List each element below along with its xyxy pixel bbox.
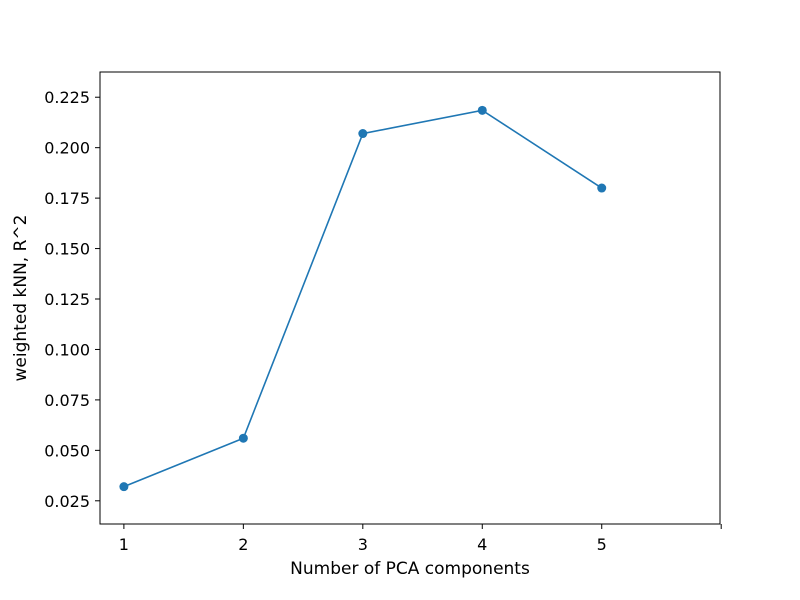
y-tick-label: 0.150 xyxy=(44,240,90,259)
y-axis-label: weighted kNN, R^2 xyxy=(11,215,31,382)
plot-area xyxy=(99,71,721,525)
y-tick-label: 0.200 xyxy=(44,139,90,158)
y-axis-ticks: 0.025 0.050 0.075 0.100 0.125 0.150 0.175 0.200… xyxy=(44,88,100,511)
x-tick-label: 4 xyxy=(477,535,487,554)
x-tick-label: 2 xyxy=(238,535,248,554)
y-tick-label: 0.100 xyxy=(44,340,90,359)
data-point xyxy=(358,129,368,139)
y-tick-label: 0.075 xyxy=(44,391,90,410)
x-tick-label: 3 xyxy=(358,535,368,554)
y-tick-label: 0.125 xyxy=(44,290,90,309)
y-tick-label: 0.025 xyxy=(44,492,90,511)
x-tick-label: 5 xyxy=(597,535,607,554)
x-axis-ticks: 1 2 3 4 5 xyxy=(119,524,722,554)
x-axis-label: Number of PCA components xyxy=(290,559,530,579)
y-tick-label: 0.050 xyxy=(44,441,90,460)
data-point xyxy=(477,105,487,115)
series-layer xyxy=(119,105,607,492)
data-point xyxy=(597,183,607,193)
y-tick-label: 0.225 xyxy=(44,88,90,107)
data-point xyxy=(119,482,129,492)
x-tick-label: 1 xyxy=(119,535,129,554)
y-tick-label: 0.175 xyxy=(44,189,90,208)
data-point xyxy=(238,433,248,443)
